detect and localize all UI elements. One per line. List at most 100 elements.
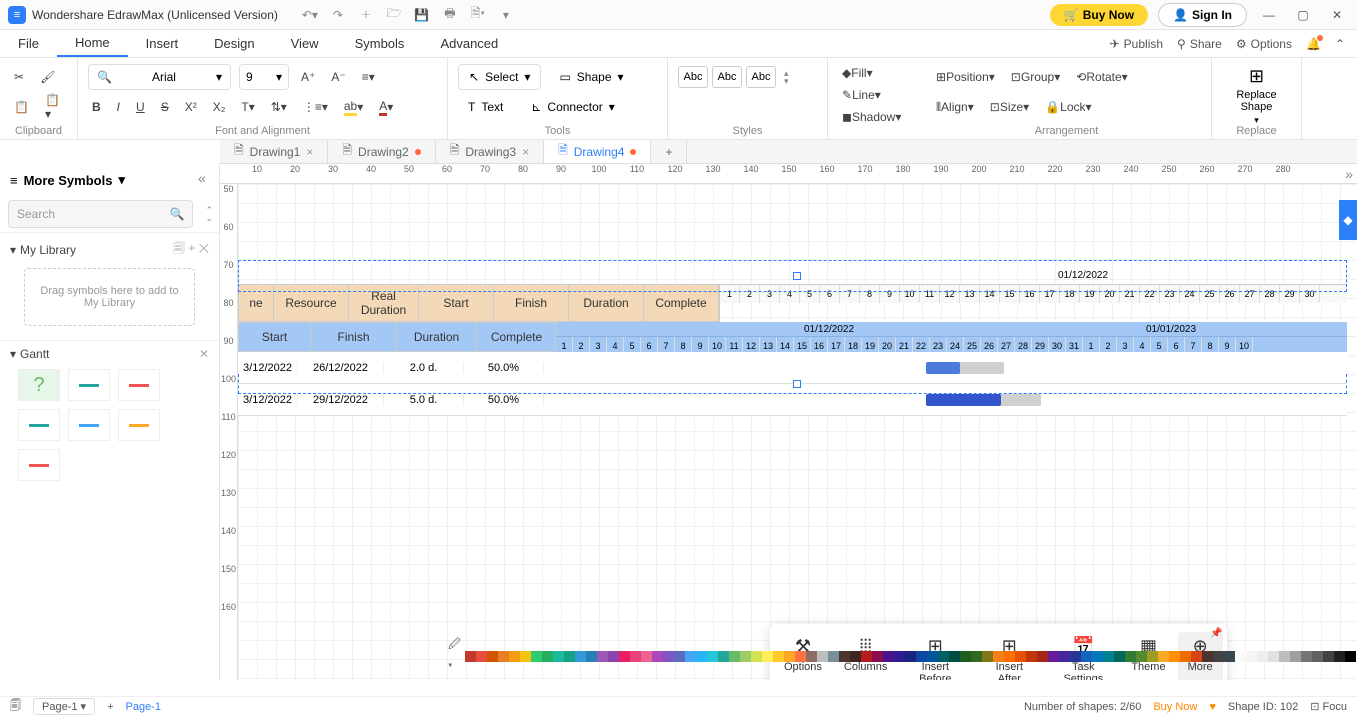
color-swatch[interactable] bbox=[1213, 651, 1224, 662]
color-swatch[interactable] bbox=[916, 651, 927, 662]
gantt-thumb-7[interactable] bbox=[18, 449, 60, 481]
color-swatch[interactable] bbox=[630, 651, 641, 662]
page-icon[interactable]: 🗐 bbox=[10, 697, 21, 716]
neutral-swatch[interactable] bbox=[1279, 651, 1290, 662]
canvas-area[interactable]: 1020304050607080901001101201301401501601… bbox=[220, 164, 1357, 680]
font-family-select[interactable]: 🔍Arial▾ bbox=[88, 64, 231, 90]
color-swatch[interactable] bbox=[718, 651, 729, 662]
focus-button[interactable]: ⊡ Focu bbox=[1310, 700, 1347, 713]
color-swatch[interactable] bbox=[1158, 651, 1169, 662]
color-swatch[interactable] bbox=[1004, 651, 1015, 662]
sign-in-button[interactable]: 👤 Sign In bbox=[1158, 3, 1247, 27]
add-page-button[interactable]: + bbox=[107, 701, 113, 713]
copy-button[interactable]: 📋 bbox=[10, 98, 33, 116]
color-swatch[interactable] bbox=[1092, 651, 1103, 662]
color-swatch[interactable] bbox=[795, 651, 806, 662]
save-button[interactable]: 💾 bbox=[414, 7, 430, 23]
right-panel-expand[interactable]: » bbox=[1345, 166, 1353, 182]
superscript-button[interactable]: X² bbox=[181, 98, 201, 116]
color-swatch[interactable] bbox=[652, 651, 663, 662]
font-size-select[interactable]: 9▾ bbox=[239, 64, 289, 90]
color-swatch[interactable] bbox=[905, 651, 916, 662]
color-swatch[interactable] bbox=[971, 651, 982, 662]
menu-home[interactable]: Home bbox=[57, 30, 128, 57]
style-gallery-scroll[interactable]: ▴▾ bbox=[784, 69, 789, 85]
color-swatch[interactable] bbox=[751, 651, 762, 662]
shape-tool-button[interactable]: ▭ Shape ▾ bbox=[549, 64, 633, 90]
strike-button[interactable]: S bbox=[157, 98, 173, 116]
neutral-swatch[interactable] bbox=[1323, 651, 1334, 662]
color-swatch[interactable] bbox=[993, 651, 1004, 662]
sidebar-collapse-button[interactable]: « bbox=[198, 170, 206, 186]
menu-file[interactable]: File bbox=[0, 30, 57, 57]
color-swatch[interactable] bbox=[828, 651, 839, 662]
qat-more-button[interactable]: ▾ bbox=[498, 7, 514, 23]
rotate-button[interactable]: ⟲ Rotate▾ bbox=[1072, 68, 1131, 86]
color-swatch[interactable] bbox=[564, 651, 575, 662]
color-swatch[interactable] bbox=[872, 651, 883, 662]
color-swatch[interactable] bbox=[553, 651, 564, 662]
color-swatch[interactable] bbox=[784, 651, 795, 662]
ribbon-collapse-button[interactable]: ⌃ bbox=[1335, 37, 1345, 51]
color-swatch[interactable] bbox=[619, 651, 630, 662]
color-swatch[interactable] bbox=[1037, 651, 1048, 662]
sidebar-scroll[interactable]: ⌃⌄ bbox=[205, 206, 213, 222]
color-swatch[interactable] bbox=[1059, 651, 1070, 662]
neutral-swatch[interactable] bbox=[1257, 651, 1268, 662]
connector-tool-button[interactable]: ⊾ Connector ▾ bbox=[521, 94, 624, 120]
neutral-swatch[interactable] bbox=[1246, 651, 1257, 662]
color-swatch[interactable] bbox=[1103, 651, 1114, 662]
menu-view[interactable]: View bbox=[273, 30, 337, 57]
color-swatch[interactable] bbox=[531, 651, 542, 662]
neutral-swatch[interactable] bbox=[1345, 651, 1356, 662]
cut-button[interactable]: ✂ bbox=[10, 68, 28, 86]
neutral-swatch[interactable] bbox=[1235, 651, 1246, 662]
new-button[interactable]: 🞢 bbox=[358, 7, 374, 23]
color-swatch[interactable] bbox=[1015, 651, 1026, 662]
menu-advanced[interactable]: Advanced bbox=[422, 30, 516, 57]
color-swatch[interactable] bbox=[696, 651, 707, 662]
color-swatch[interactable] bbox=[1136, 651, 1147, 662]
color-swatch[interactable] bbox=[861, 651, 872, 662]
color-swatch[interactable] bbox=[575, 651, 586, 662]
color-swatch[interactable] bbox=[586, 651, 597, 662]
notifications-button[interactable]: 🔔 bbox=[1306, 37, 1321, 51]
doc-tab-drawing1[interactable]: 🗎Drawing1× bbox=[220, 140, 328, 163]
paste-button[interactable]: 📋▾ bbox=[41, 91, 67, 123]
highlight-button[interactable]: ab▾ bbox=[340, 97, 367, 118]
lock-button[interactable]: 🔒 Lock▾ bbox=[1041, 98, 1095, 116]
doc-tab-drawing3[interactable]: 🗎Drawing3× bbox=[436, 140, 544, 163]
shadow-button[interactable]: ◼ Shadow ▾ bbox=[838, 108, 905, 126]
color-swatch[interactable] bbox=[487, 651, 498, 662]
color-swatch[interactable] bbox=[465, 651, 476, 662]
status-buy-now[interactable]: Buy Now bbox=[1153, 701, 1197, 713]
color-swatch[interactable] bbox=[608, 651, 619, 662]
color-swatch[interactable] bbox=[1081, 651, 1092, 662]
size-button[interactable]: ⊡ Size▾ bbox=[986, 98, 1033, 116]
text-tool-button[interactable]: T Text bbox=[458, 94, 513, 120]
doc-tab-drawing4[interactable]: 🗎Drawing4 bbox=[544, 140, 651, 163]
color-swatch[interactable] bbox=[1048, 651, 1059, 662]
italic-button[interactable]: I bbox=[113, 98, 124, 116]
export-button[interactable]: 🗎▾ bbox=[470, 7, 486, 23]
undo-button[interactable]: ↶▾ bbox=[302, 7, 318, 23]
add-tab-button[interactable]: + bbox=[651, 140, 687, 163]
color-swatch[interactable] bbox=[1026, 651, 1037, 662]
gantt-thumb-2[interactable] bbox=[68, 369, 110, 401]
style-preset-1[interactable]: Abc bbox=[678, 66, 708, 88]
color-swatch[interactable] bbox=[762, 651, 773, 662]
color-swatch[interactable] bbox=[949, 651, 960, 662]
format-painter-button[interactable]: 🖌 bbox=[36, 68, 59, 86]
color-swatch[interactable] bbox=[850, 651, 861, 662]
color-swatch[interactable] bbox=[707, 651, 718, 662]
color-swatch[interactable] bbox=[729, 651, 740, 662]
print-button[interactable]: 🖶 bbox=[442, 7, 458, 23]
page-tab[interactable]: Page-1 bbox=[126, 701, 161, 713]
color-swatch[interactable] bbox=[674, 651, 685, 662]
neutral-swatch[interactable] bbox=[1290, 651, 1301, 662]
redo-button[interactable]: ↷ bbox=[330, 7, 346, 23]
color-swatch[interactable] bbox=[1114, 651, 1125, 662]
color-swatch[interactable] bbox=[498, 651, 509, 662]
color-swatch[interactable] bbox=[960, 651, 971, 662]
my-library-header[interactable]: ▾ My Library 🗐 + ✕ bbox=[10, 239, 209, 260]
